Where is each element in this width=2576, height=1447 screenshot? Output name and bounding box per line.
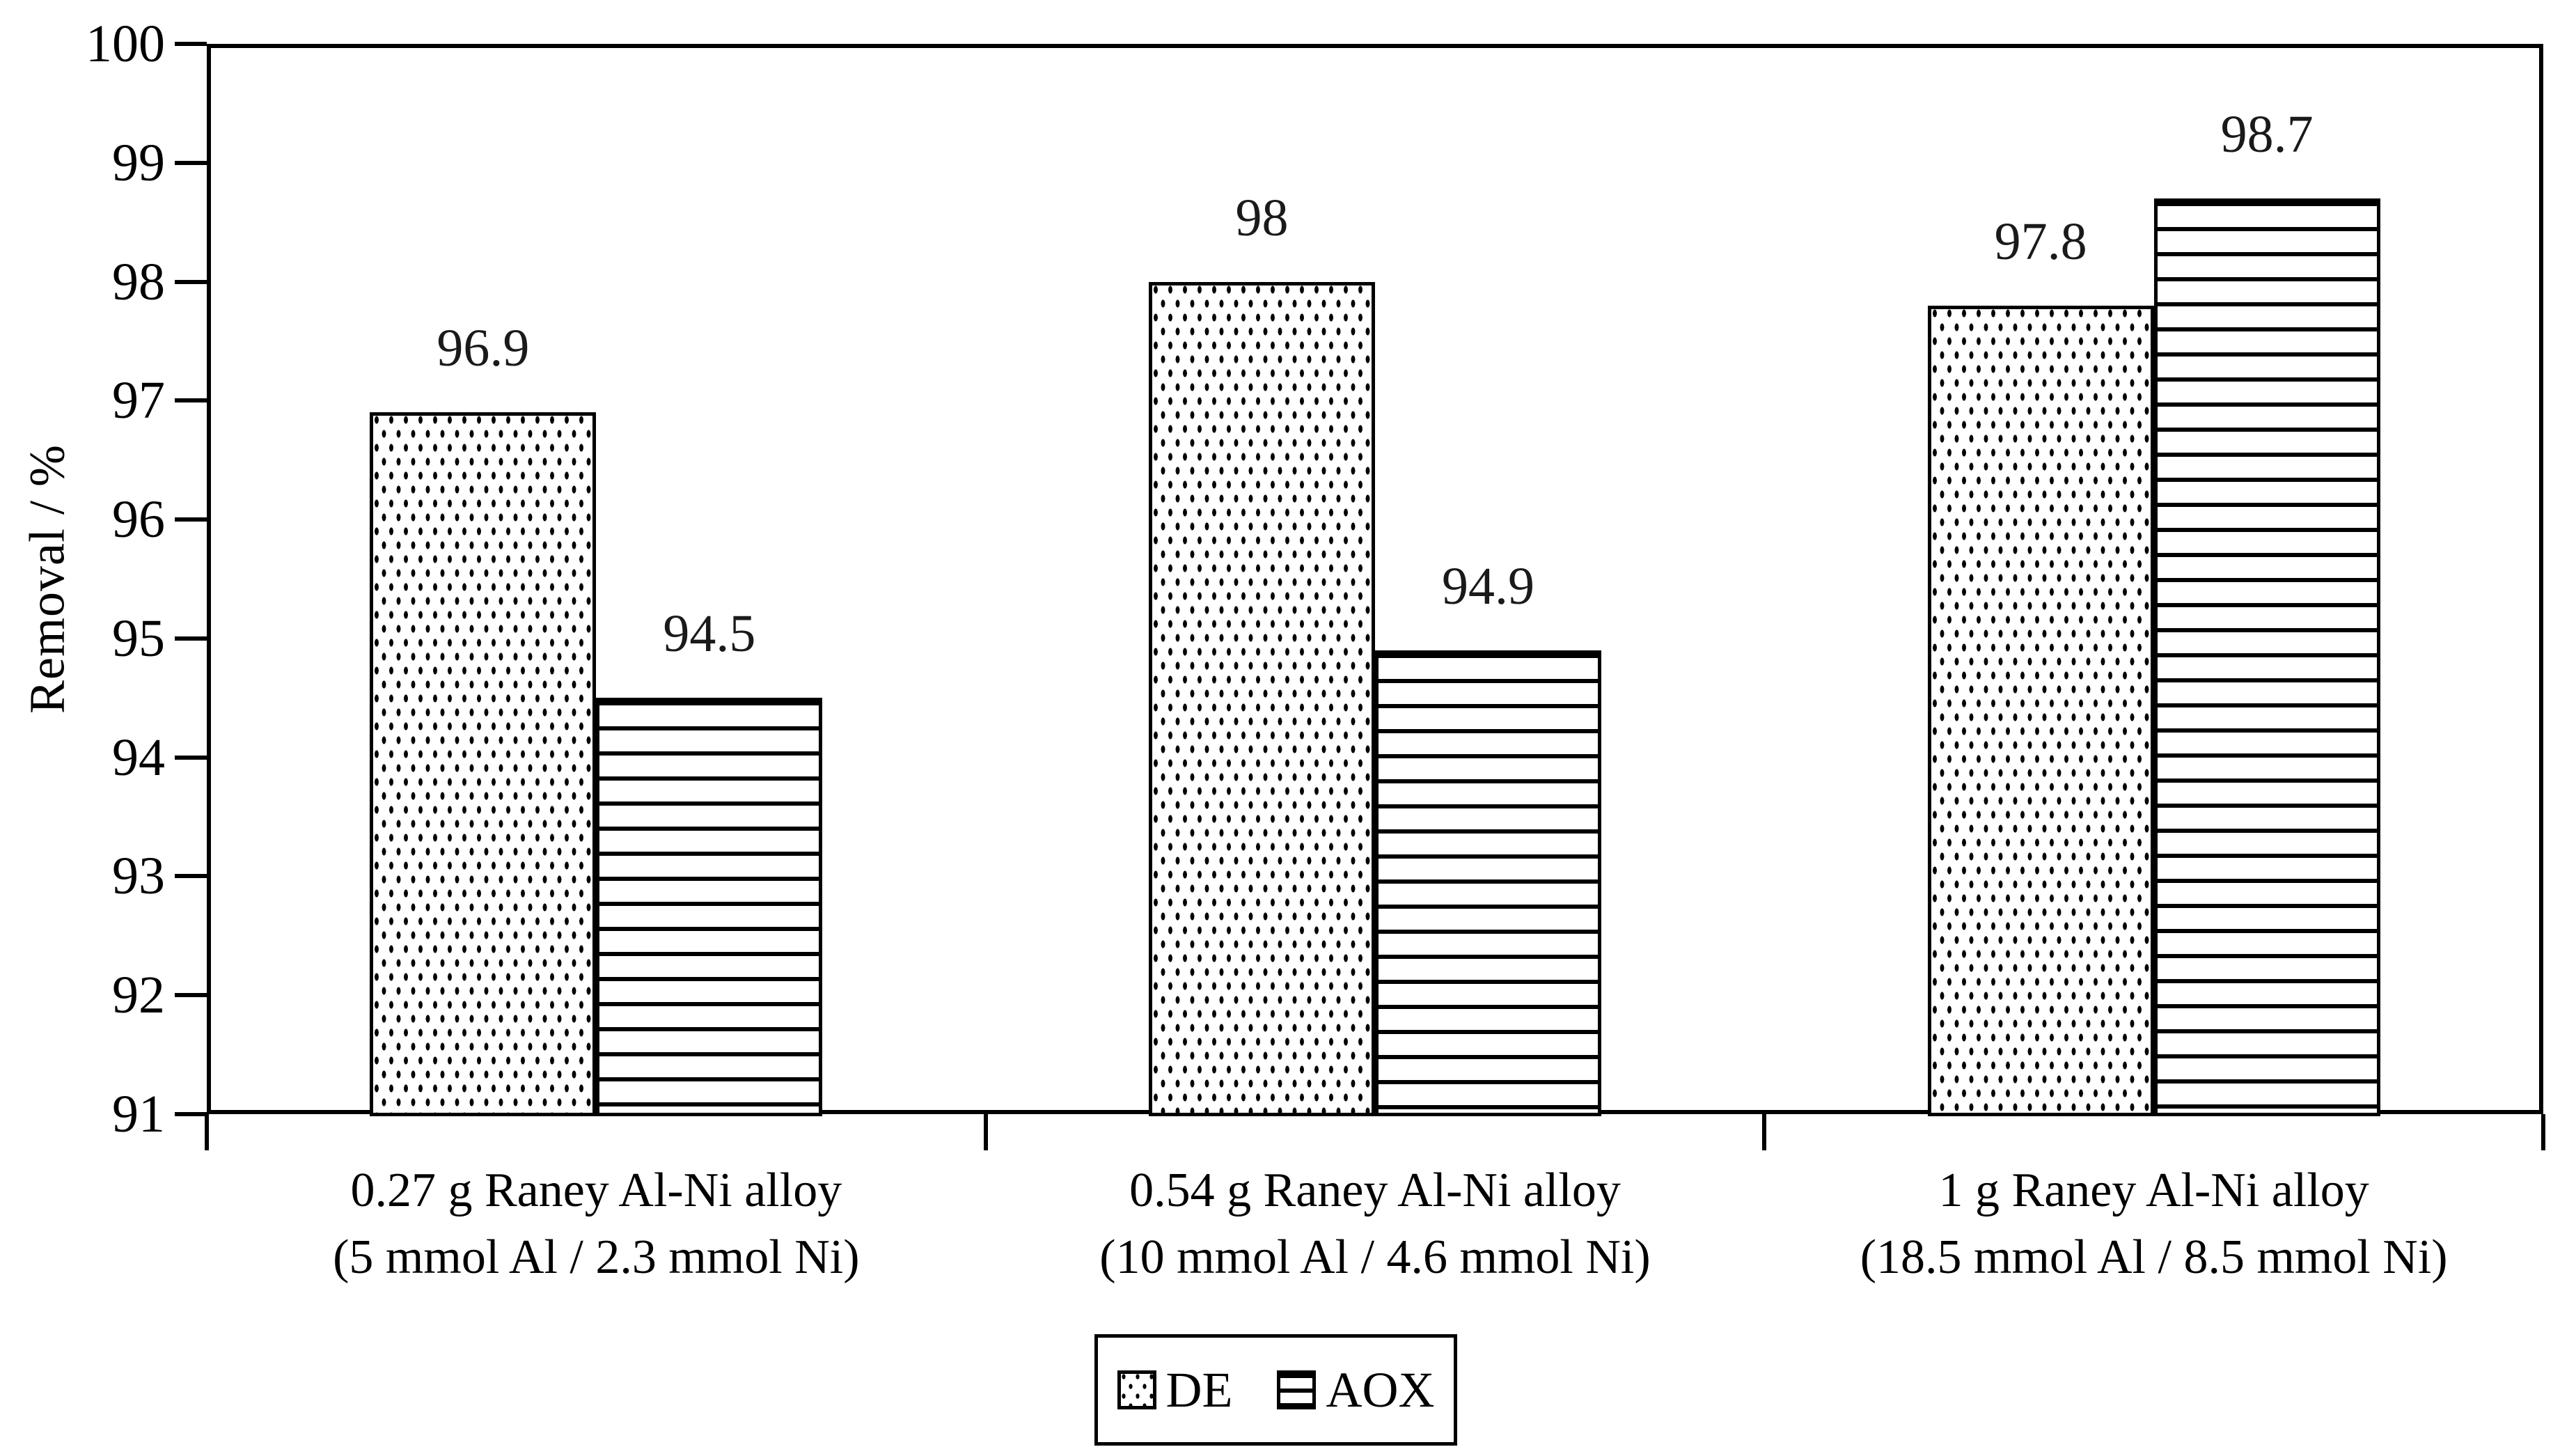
y-tick-mark bbox=[175, 42, 207, 46]
category-label: 0.54 g Raney Al-Ni alloy (10 mmol Al / 4.… bbox=[986, 1157, 1765, 1291]
category-label-line1: 0.54 g Raney Al-Ni alloy bbox=[1129, 1164, 1621, 1217]
bar-value-label: 96.9 bbox=[437, 319, 530, 378]
y-tick-label: 95 bbox=[112, 609, 165, 668]
bar-value-label: 97.8 bbox=[1994, 212, 2087, 271]
bar-de bbox=[370, 412, 597, 1116]
x-tick-mark bbox=[2541, 1114, 2545, 1150]
y-tick-label: 100 bbox=[86, 15, 165, 73]
y-tick-mark bbox=[175, 993, 207, 998]
bar-aox bbox=[1375, 650, 1601, 1116]
x-tick-mark bbox=[983, 1114, 988, 1150]
category-label: 1 g Raney Al-Ni alloy (18.5 mmol Al / 8.5… bbox=[1764, 1157, 2543, 1291]
y-tick-label: 96 bbox=[112, 490, 165, 549]
bar-value-label: 94.5 bbox=[663, 604, 756, 664]
bar-value-label: 98 bbox=[1235, 188, 1289, 247]
x-tick-mark bbox=[1762, 1114, 1767, 1150]
de-dots-swatch-icon bbox=[1117, 1370, 1156, 1409]
y-tick-label: 98 bbox=[112, 252, 165, 311]
category-label-line2: (10 mmol Al / 4.6 mmol Ni) bbox=[1099, 1230, 1651, 1284]
category-label-line1: 0.27 g Raney Al-Ni alloy bbox=[350, 1164, 842, 1217]
category-label-line2: (5 mmol Al / 2.3 mmol Ni) bbox=[333, 1230, 860, 1284]
bar-value-label: 94.9 bbox=[1442, 556, 1534, 616]
bar-de bbox=[1149, 281, 1375, 1116]
y-tick-label: 94 bbox=[112, 728, 165, 787]
category-label: 0.27 g Raney Al-Ni alloy (5 mmol Al / 2.3… bbox=[207, 1157, 986, 1291]
y-tick-label: 97 bbox=[112, 371, 165, 430]
y-tick-mark bbox=[175, 517, 207, 522]
legend-label-aox: AOX bbox=[1326, 1362, 1435, 1418]
legend-item-de: DE bbox=[1117, 1362, 1233, 1418]
legend-label-de: DE bbox=[1165, 1362, 1233, 1418]
legend: DE AOX bbox=[1094, 1334, 1457, 1446]
y-tick-label: 91 bbox=[112, 1085, 165, 1143]
bar-aox bbox=[596, 698, 823, 1116]
category-label-line2: (18.5 mmol Al / 8.5 mmol Ni) bbox=[1860, 1230, 2448, 1284]
bar-value-label: 98.7 bbox=[2220, 105, 2314, 164]
y-tick-mark bbox=[175, 755, 207, 760]
legend-item-aox: AOX bbox=[1277, 1365, 1434, 1415]
bar-de bbox=[1927, 305, 2154, 1116]
y-tick-mark bbox=[175, 279, 207, 284]
x-tick-mark bbox=[205, 1114, 209, 1150]
y-tick-mark bbox=[175, 160, 207, 165]
category-label-line1: 1 g Raney Al-Ni alloy bbox=[1938, 1164, 2369, 1217]
y-tick-mark bbox=[175, 636, 207, 641]
y-tick-label: 93 bbox=[112, 847, 165, 906]
y-tick-mark bbox=[175, 398, 207, 403]
y-tick-mark bbox=[175, 874, 207, 879]
y-tick-mark bbox=[175, 1112, 207, 1116]
y-tick-label: 92 bbox=[112, 966, 165, 1025]
y-axis-title: Removal / % bbox=[19, 444, 75, 714]
y-tick-label: 99 bbox=[112, 133, 165, 192]
aox-hlines-swatch-icon bbox=[1277, 1370, 1317, 1409]
bar-aox bbox=[2153, 198, 2380, 1116]
